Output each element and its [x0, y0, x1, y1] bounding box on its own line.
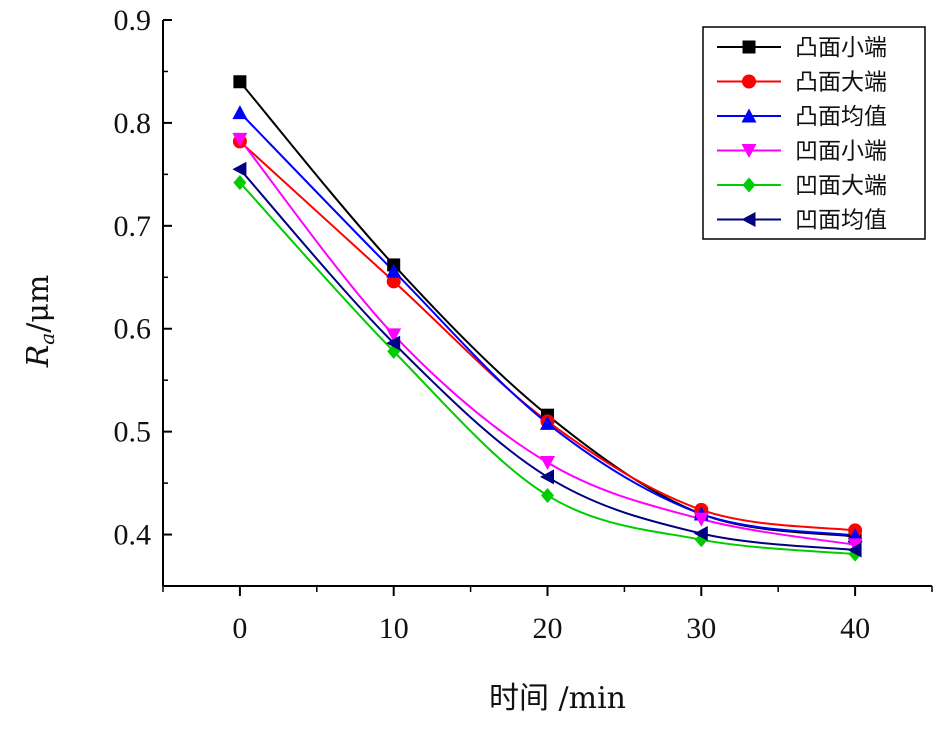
legend-label: 凸面大端 — [795, 70, 887, 96]
data-point-series-6 — [232, 161, 247, 177]
data-point-series-4 — [540, 456, 555, 471]
data-point-series-6 — [540, 469, 554, 485]
legend-marker — [742, 40, 756, 54]
legend-box — [702, 26, 926, 240]
series-line-4 — [239, 138, 856, 546]
data-point-series-6 — [693, 526, 708, 542]
data-point-series-3 — [540, 415, 555, 430]
x-tick-label: 30 — [686, 612, 716, 645]
data-point-series-4 — [847, 538, 863, 553]
data-point-series-4 — [232, 132, 248, 147]
y-tick-label: 0.8 — [114, 107, 152, 140]
data-point-series-5 — [233, 175, 247, 191]
data-point-series-4 — [693, 512, 709, 527]
series-line-6 — [239, 168, 856, 551]
legend-label: 凹面小端 — [795, 139, 887, 165]
y-tick-label: 0.6 — [114, 313, 152, 346]
legend-label: 凹面大端 — [795, 173, 887, 199]
legend-marker — [742, 74, 756, 89]
data-point-series-6 — [386, 335, 401, 351]
x-tick-label: 20 — [533, 612, 563, 645]
y-tick-label: 0.5 — [114, 416, 152, 449]
x-tick-label: 40 — [840, 612, 870, 645]
data-point-series-4 — [386, 328, 402, 343]
legend-label: 凸面小端 — [795, 35, 887, 61]
y-tick-label: 0.7 — [114, 210, 152, 243]
data-point-series-2 — [386, 274, 401, 289]
legend-label: 凹面均值 — [795, 208, 887, 234]
legend-marker — [741, 212, 756, 227]
legend-marker — [741, 108, 757, 123]
data-point-series-3 — [386, 263, 402, 278]
y-axis-title-subscript: a — [35, 333, 59, 345]
y-axis-title-symbol: R — [21, 345, 56, 369]
x-axis-title: 时间 /min — [489, 681, 626, 716]
data-point-series-1 — [233, 75, 247, 89]
series-line-5 — [239, 181, 856, 556]
y-tick-label: 0.9 — [114, 4, 152, 37]
y-axis-title-unit: /μm — [21, 275, 56, 333]
data-point-series-3 — [232, 105, 248, 120]
data-point-series-6 — [847, 542, 862, 558]
legend-label: 凸面均值 — [795, 104, 887, 130]
x-tick-label: 0 — [232, 612, 247, 645]
legend-marker — [741, 144, 757, 158]
data-point-series-5 — [541, 487, 554, 503]
x-tick-label: 10 — [379, 612, 409, 645]
y-axis-title: Ra/μm — [21, 275, 59, 369]
legend-marker — [742, 177, 756, 193]
y-tick-label: 0.4 — [114, 519, 152, 552]
